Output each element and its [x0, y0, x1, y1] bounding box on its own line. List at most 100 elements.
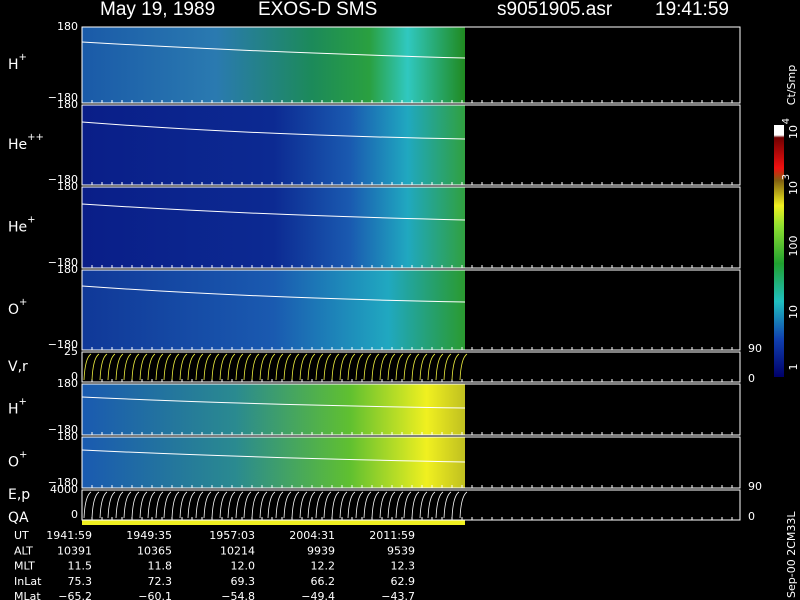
- spectrogram: [82, 27, 465, 103]
- panel-label: He: [8, 220, 27, 236]
- cell: 1957:03: [209, 529, 255, 542]
- row-label: UT: [14, 529, 29, 542]
- panel-frame: [81, 186, 741, 269]
- panel-label: H: [8, 402, 19, 418]
- panel-label: O: [8, 302, 19, 318]
- time: 19:41:59: [655, 0, 729, 20]
- footer: Sep-00 2CM33L: [785, 511, 798, 598]
- row-label: MLat: [14, 590, 41, 600]
- cell: −65.2: [58, 590, 92, 600]
- spectrogram: [82, 187, 465, 268]
- cell: −43.7: [381, 590, 415, 600]
- angle-trace: [83, 353, 468, 381]
- trace: [81, 41, 466, 463]
- spectrogram: [82, 384, 465, 435]
- y-tick-label: 180: [57, 263, 78, 276]
- y-tick-label: 0: [71, 370, 78, 383]
- y-tick-label: 0: [71, 508, 78, 521]
- panel-label: O: [8, 455, 19, 471]
- cell: 10365: [137, 544, 172, 557]
- panel-frame: [81, 104, 741, 186]
- cell: −49.4: [301, 590, 335, 600]
- panel-label: QA: [8, 510, 29, 526]
- panel-label-sup: +: [27, 215, 35, 226]
- row-label: ALT: [14, 544, 33, 557]
- spectrogram: [82, 105, 465, 185]
- cell: 10391: [57, 544, 92, 557]
- panel-frame: [81, 269, 741, 351]
- right-tick-label: 90: [748, 480, 762, 493]
- panel-frame: [81, 383, 741, 436]
- y-tick-label: −180: [48, 173, 78, 186]
- angle-trace: [83, 491, 468, 519]
- cell: 10214: [220, 544, 255, 557]
- y-tick-label: 25: [64, 345, 78, 358]
- panel-label-sup: +: [19, 450, 27, 461]
- cell: 75.3: [68, 575, 93, 588]
- right-tick-label: 0: [748, 372, 755, 385]
- panel-label: He: [8, 137, 27, 153]
- y-tick-label: 4000: [50, 483, 78, 496]
- colorbar-label: 10: [787, 181, 800, 195]
- instrument: EXOS-D SMS: [258, 0, 377, 20]
- cell: 12.2: [311, 560, 336, 573]
- panel-label: E,p: [8, 487, 30, 503]
- cell: 9939: [307, 544, 335, 557]
- colorbar-unit: Ct/Smp: [785, 65, 798, 105]
- panel-label-sup: +: [19, 297, 27, 308]
- panel-label-sup: ++: [27, 132, 44, 143]
- spectrogram: [82, 437, 465, 488]
- cell: 1941:59: [46, 529, 92, 542]
- colorbar-label: 1: [787, 364, 800, 371]
- right-tick-label: 0: [748, 510, 755, 523]
- cell: 72.3: [148, 575, 173, 588]
- cell: 1949:35: [126, 529, 172, 542]
- panel-frame: [81, 26, 741, 104]
- cell: 12.3: [391, 560, 416, 573]
- cell: 12.0: [231, 560, 256, 573]
- y-tick-label: −180: [48, 423, 78, 436]
- y-tick-label: 180: [57, 20, 78, 33]
- cell: −54.8: [221, 590, 255, 600]
- panel-frame: [81, 489, 741, 521]
- y-tick-label: −180: [48, 91, 78, 104]
- y-tick-label: 180: [57, 377, 78, 390]
- y-tick-label: 180: [57, 430, 78, 443]
- cell: 9539: [387, 544, 415, 557]
- panel-label-sup: +: [19, 52, 27, 63]
- y-tick-label: 180: [57, 180, 78, 193]
- y-tick-label: 180: [57, 98, 78, 111]
- cell: 2004:31: [289, 529, 335, 542]
- colorbar-exp: 3: [781, 174, 792, 180]
- row-label: InLat: [14, 575, 42, 588]
- cell: −60.1: [138, 590, 172, 600]
- cell: 66.2: [311, 575, 336, 588]
- panel-label-sup: +: [19, 397, 27, 408]
- date: May 19, 1989: [100, 0, 215, 20]
- file-name: s9051905.asr: [497, 0, 613, 20]
- panel-label: H: [8, 57, 19, 73]
- y-tick-label: −180: [48, 476, 78, 489]
- cell: 2011:59: [369, 529, 415, 542]
- colorbar-label: 10: [787, 305, 800, 319]
- panel-frame: [81, 351, 741, 383]
- cell: 11.5: [68, 560, 93, 573]
- cell: 62.9: [391, 575, 416, 588]
- y-tick-label: −180: [48, 338, 78, 351]
- cell: 11.8: [148, 560, 173, 573]
- right-tick-label: 90: [748, 342, 762, 355]
- panel-label: V,r: [8, 359, 28, 375]
- colorbar-label: 10: [787, 125, 800, 139]
- spectrogram: [82, 270, 465, 350]
- colorbar: [774, 125, 784, 377]
- colorbar-label: 100: [787, 236, 800, 257]
- cell: 69.3: [231, 575, 256, 588]
- colorbar-exp: 4: [781, 118, 792, 124]
- row-label: MLT: [14, 560, 35, 573]
- y-tick-label: −180: [48, 256, 78, 269]
- qa-strip: [82, 520, 465, 525]
- spectrograms: [81, 27, 784, 525]
- panel-frame: [81, 436, 741, 489]
